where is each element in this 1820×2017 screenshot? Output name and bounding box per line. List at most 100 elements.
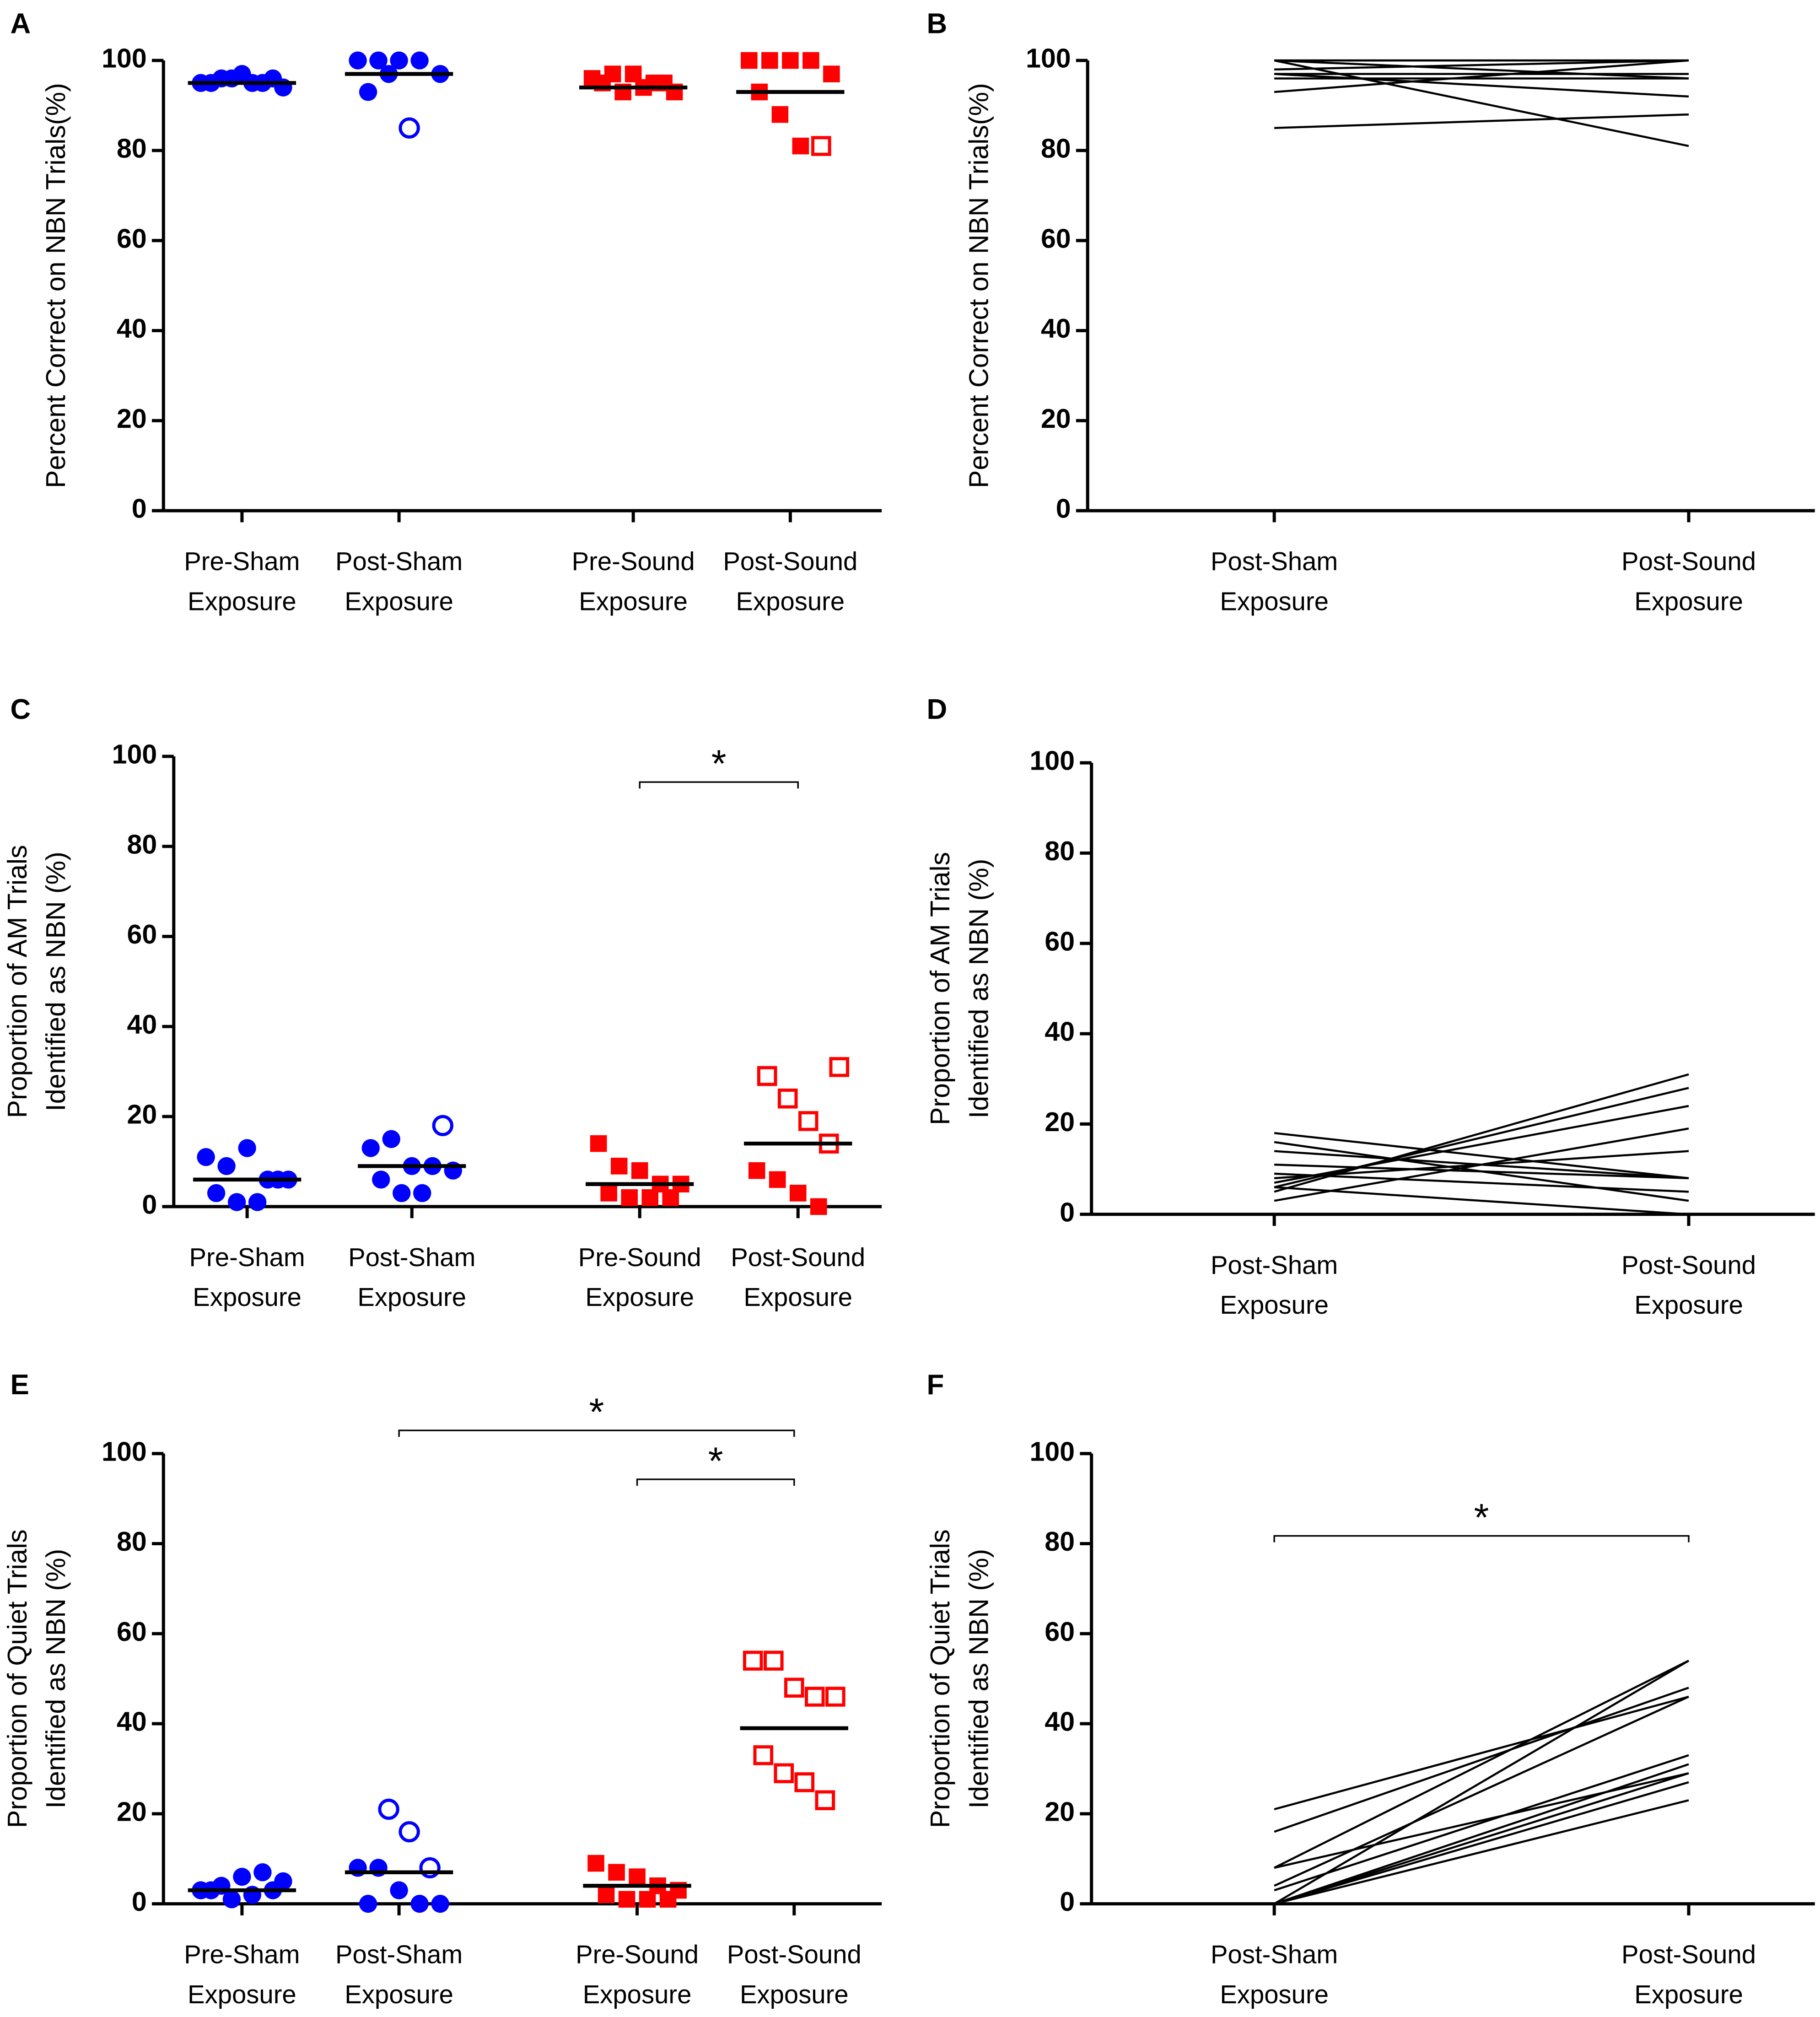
point — [792, 137, 809, 155]
y-tick-label: 100 — [102, 1436, 147, 1467]
bracket — [398, 1429, 795, 1437]
y-tick-label: 0 — [142, 1190, 157, 1220]
y-tick-label: 100 — [102, 43, 147, 74]
point — [798, 1111, 818, 1131]
x-tick-label: Post-Sham — [1211, 547, 1338, 576]
paired-line — [1274, 1754, 1689, 1892]
paired-line — [1274, 59, 1689, 80]
panel-letter: E — [11, 1369, 29, 1401]
bracket — [636, 1478, 795, 1486]
point — [590, 1135, 607, 1152]
x-tick-label: Exposure — [1634, 587, 1743, 615]
y-tick-label: 20 — [1045, 1796, 1075, 1827]
y-axis-label: Identified as NBN (%) — [41, 1549, 71, 1809]
y-tick-label: 20 — [117, 404, 147, 434]
point — [227, 1193, 246, 1211]
point — [217, 1157, 236, 1176]
point — [810, 1198, 827, 1215]
point — [741, 52, 758, 69]
point — [398, 1821, 420, 1843]
x-tick-label: Exposure — [579, 587, 688, 615]
y-tick-label: 0 — [132, 1887, 147, 1917]
paired-line — [1274, 1087, 1689, 1188]
bracket — [1273, 1535, 1690, 1542]
x-tick-label: Post-Sound — [723, 547, 857, 576]
paired-line — [1274, 1073, 1689, 1193]
panel: C Proportion of AM Trials Identified as NB… — [2, 694, 882, 1311]
bracket-label: * — [1474, 1496, 1489, 1539]
y-tick-label: 100 — [1030, 746, 1075, 776]
point — [811, 136, 831, 156]
y-tick-label: 100 — [112, 739, 157, 770]
y-tick-label: 80 — [117, 134, 147, 164]
point — [398, 117, 420, 139]
point — [802, 52, 819, 69]
x-tick-label: Post-Sham — [348, 1243, 475, 1272]
point — [359, 83, 377, 101]
point — [641, 1189, 659, 1206]
y-tick-label: 60 — [127, 919, 157, 949]
point — [610, 1158, 628, 1175]
x-tick-label: Post-Sound — [1621, 547, 1756, 576]
y-tick-label: 80 — [117, 1526, 147, 1557]
point — [757, 1066, 777, 1086]
point — [748, 1162, 765, 1179]
y-tick-label: 20 — [117, 1796, 147, 1827]
y-axis-label: Percent Correct on NBN Trials(%) — [41, 83, 71, 488]
point — [815, 1790, 835, 1811]
point — [253, 1863, 272, 1882]
panel: D Proportion of AM Trials Identified as NB… — [925, 694, 1815, 1319]
paired-line — [1274, 1695, 1689, 1887]
point — [608, 1864, 625, 1881]
paired-line — [1274, 59, 1689, 93]
bracket-label: * — [708, 1439, 723, 1482]
paired-line — [1274, 1763, 1689, 1905]
y-tick-label: 80 — [1041, 134, 1071, 164]
point — [805, 1687, 825, 1707]
point — [410, 51, 429, 70]
x-tick-label: Exposure — [345, 587, 453, 615]
panel-letter: C — [11, 694, 31, 725]
bracket-label: * — [589, 1391, 604, 1434]
x-tick-label: Pre-Sound — [576, 1940, 699, 1969]
x-tick-label: Exposure — [345, 1980, 453, 2009]
point — [621, 1189, 638, 1206]
paired-line — [1274, 1172, 1689, 1193]
y-tick-label: 60 — [1041, 223, 1071, 253]
point — [782, 52, 799, 69]
y-tick-label: 0 — [1060, 1197, 1075, 1227]
x-tick-label: Exposure — [188, 587, 296, 615]
point — [753, 1745, 774, 1765]
point — [372, 1170, 390, 1189]
paired-line — [1274, 1186, 1689, 1216]
x-tick-label: Exposure — [583, 1980, 692, 2009]
paired-line — [1274, 73, 1689, 98]
point — [743, 1650, 763, 1671]
y-axis-label: Proportion of Quiet Trials — [2, 1529, 32, 1828]
y-tick-label: 20 — [1041, 404, 1071, 434]
point — [393, 1184, 411, 1203]
point — [359, 1894, 377, 1913]
point — [761, 52, 778, 69]
panel: A Percent Correct on NBN Trials(%) 0 20 40 60… — [11, 8, 882, 615]
x-tick-label: Exposure — [1634, 1290, 1743, 1319]
paired-line — [1274, 1660, 1690, 1905]
panel-letter: B — [927, 8, 948, 40]
panel-letter: F — [927, 1369, 944, 1401]
panel-letter: A — [11, 8, 31, 40]
paired-line — [1274, 1772, 1689, 1869]
x-tick-label: Exposure — [188, 1980, 296, 2009]
y-tick-label: 80 — [1045, 836, 1075, 866]
x-tick-label: Pre-Sham — [189, 1243, 305, 1272]
y-tick-label: 40 — [1041, 313, 1071, 344]
y-tick-label: 0 — [1056, 494, 1071, 524]
point — [777, 1088, 798, 1109]
point — [662, 1189, 679, 1206]
point — [390, 51, 408, 70]
x-tick-label: Pre-Sham — [184, 547, 300, 576]
y-tick-label: 40 — [1045, 1017, 1075, 1047]
point — [825, 1687, 845, 1707]
x-tick-label: Pre-Sound — [572, 547, 695, 576]
point — [598, 1886, 615, 1904]
